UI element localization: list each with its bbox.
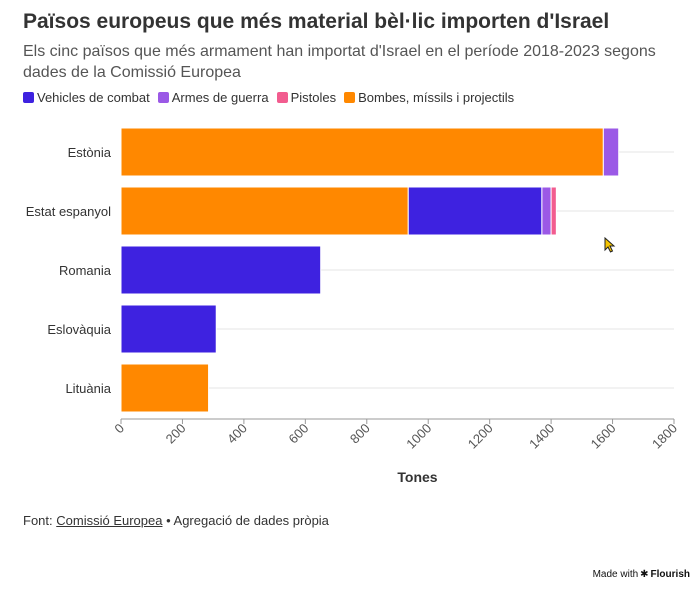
legend-swatch bbox=[23, 92, 34, 103]
legend-item[interactable]: Armes de guerra bbox=[157, 90, 269, 105]
source-link[interactable]: Comissió Europea bbox=[56, 513, 163, 528]
chart-card: Països europeus que més material bèl·lic… bbox=[23, 10, 681, 528]
x-tick-label: 1600 bbox=[588, 421, 619, 452]
category-label: Lituània bbox=[65, 381, 111, 396]
bar-chart: Estònia Estat espanyol Romania Eslovàquia Li… bbox=[26, 127, 680, 485]
made-with-label: Made with bbox=[592, 569, 639, 580]
bar-segment bbox=[120, 127, 604, 177]
bar-segment bbox=[550, 186, 557, 236]
legend-swatch bbox=[344, 92, 356, 103]
bar-segment bbox=[120, 363, 210, 413]
x-tick-label: 1800 bbox=[649, 421, 680, 452]
x-axis-title: Tones bbox=[397, 469, 437, 485]
flourish-star-icon: ✱ bbox=[640, 569, 649, 580]
source-suffix: • Agregació de dades pròpia bbox=[162, 513, 329, 528]
x-tick-label: 600 bbox=[286, 421, 312, 447]
x-tick-label: 0 bbox=[111, 421, 127, 437]
legend-item[interactable]: Vehicles de combat bbox=[23, 90, 150, 105]
legend-item[interactable]: Bombes, míssils i projectils bbox=[344, 90, 514, 105]
legend-label: Pistoles bbox=[290, 90, 337, 105]
flourish-brand: Flourish bbox=[650, 569, 690, 580]
legend-label: Armes de guerra bbox=[171, 90, 269, 105]
flourish-credit[interactable]: Made with ✱ Flourish bbox=[593, 569, 690, 580]
mouse-cursor-icon bbox=[604, 237, 616, 253]
x-tick-label: 1000 bbox=[403, 421, 434, 452]
x-tick-label: 800 bbox=[347, 421, 373, 447]
bar-segment bbox=[120, 186, 409, 236]
chart-title: Països europeus que més material bèl·lic… bbox=[23, 10, 610, 33]
legend-swatch bbox=[157, 92, 169, 103]
bar-segment bbox=[541, 186, 552, 236]
bar-segment bbox=[407, 186, 543, 236]
source-note: Font: Comissió Europea • Agregació de da… bbox=[23, 513, 329, 528]
bar-segment bbox=[602, 127, 620, 177]
x-tick-label: 200 bbox=[163, 421, 189, 447]
x-tick-label: 400 bbox=[224, 421, 250, 447]
legend: Vehicles de combat Armes de guerra Pistole… bbox=[23, 90, 516, 105]
legend-swatch bbox=[276, 92, 288, 103]
category-label: Eslovàquia bbox=[47, 322, 111, 337]
legend-item[interactable]: Pistoles bbox=[276, 90, 337, 105]
legend-label: Bombes, míssils i projectils bbox=[358, 90, 515, 105]
category-label: Romania bbox=[59, 263, 112, 278]
bar-segment bbox=[120, 304, 217, 354]
x-tick-label: 1400 bbox=[526, 421, 557, 452]
legend-label: Vehicles de combat bbox=[37, 90, 150, 105]
category-label: Estònia bbox=[68, 145, 112, 160]
x-tick-label: 1200 bbox=[465, 421, 496, 452]
category-label: Estat espanyol bbox=[26, 204, 111, 219]
bar-segment bbox=[120, 245, 322, 295]
source-prefix: Font: bbox=[23, 513, 57, 528]
chart-subtitle: Els cinc països que més armament han imp… bbox=[23, 43, 656, 81]
